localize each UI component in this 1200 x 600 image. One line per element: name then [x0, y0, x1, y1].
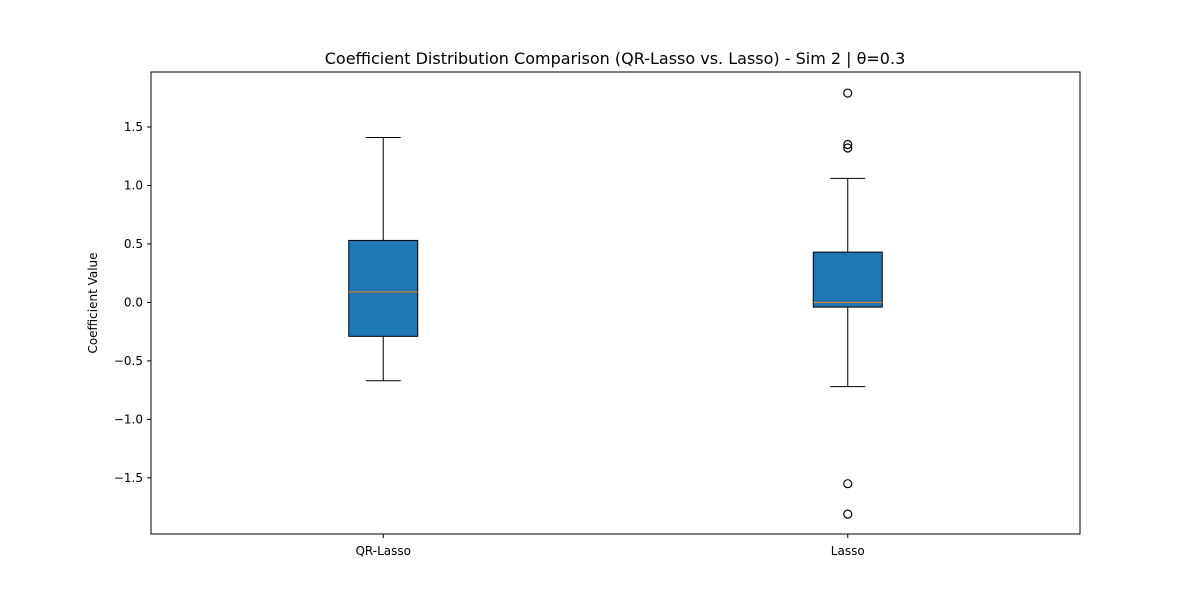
x-tick-label: Lasso [831, 544, 865, 558]
outlier-point [843, 479, 853, 489]
outlier-point [843, 509, 853, 519]
chart-title: Coefficient Distribution Comparison (QR-… [325, 49, 906, 68]
y-tick-label: 1.5 [124, 120, 143, 134]
plot-area: 1.5 1.0 0.5 0.0 −0.5 −1.0 −1.5 QR-Lasso Lasso [114, 88, 883, 558]
outlier-point [843, 139, 853, 150]
box-iqr [812, 251, 883, 308]
axes-frame [150, 71, 1081, 535]
y-tick-label: 1.0 [124, 178, 143, 192]
outlier-point [843, 143, 853, 153]
y-axis-label: Coefficient Value [86, 252, 100, 353]
y-tick-label: −0.5 [114, 354, 143, 368]
y-tick-label: 0.5 [124, 237, 143, 251]
x-tick-label: QR-Lasso [355, 544, 411, 558]
y-tick-label: −1.5 [114, 471, 143, 485]
box-iqr [348, 239, 419, 337]
y-tick-label: 0.0 [124, 295, 143, 309]
outlier-point [843, 88, 853, 98]
y-tick-label: −1.0 [114, 412, 143, 426]
